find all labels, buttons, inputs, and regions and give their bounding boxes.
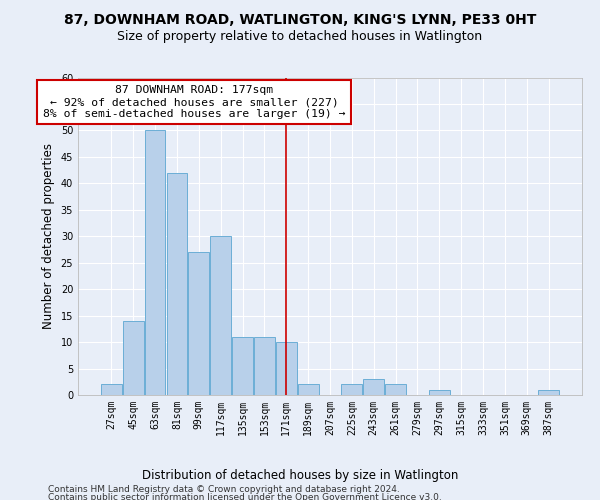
Bar	[145, 130, 166, 395]
Text: Distribution of detached houses by size in Watlington: Distribution of detached houses by size …	[142, 469, 458, 482]
Bar	[210, 236, 231, 395]
Bar	[341, 384, 362, 395]
Text: Size of property relative to detached houses in Watlington: Size of property relative to detached ho…	[118, 30, 482, 43]
Bar	[538, 390, 559, 395]
Bar	[298, 384, 319, 395]
Bar	[167, 173, 187, 395]
Text: Contains HM Land Registry data © Crown copyright and database right 2024.: Contains HM Land Registry data © Crown c…	[48, 485, 400, 494]
Bar	[276, 342, 296, 395]
Bar	[123, 321, 143, 395]
Bar	[232, 337, 253, 395]
Text: 87 DOWNHAM ROAD: 177sqm
← 92% of detached houses are smaller (227)
8% of semi-de: 87 DOWNHAM ROAD: 177sqm ← 92% of detache…	[43, 86, 346, 118]
Bar	[254, 337, 275, 395]
Bar	[101, 384, 122, 395]
Text: 87, DOWNHAM ROAD, WATLINGTON, KING'S LYNN, PE33 0HT: 87, DOWNHAM ROAD, WATLINGTON, KING'S LYN…	[64, 12, 536, 26]
Y-axis label: Number of detached properties: Number of detached properties	[42, 143, 55, 329]
Bar	[188, 252, 209, 395]
Bar	[385, 384, 406, 395]
Bar	[364, 379, 384, 395]
Text: Contains public sector information licensed under the Open Government Licence v3: Contains public sector information licen…	[48, 494, 442, 500]
Bar	[429, 390, 450, 395]
